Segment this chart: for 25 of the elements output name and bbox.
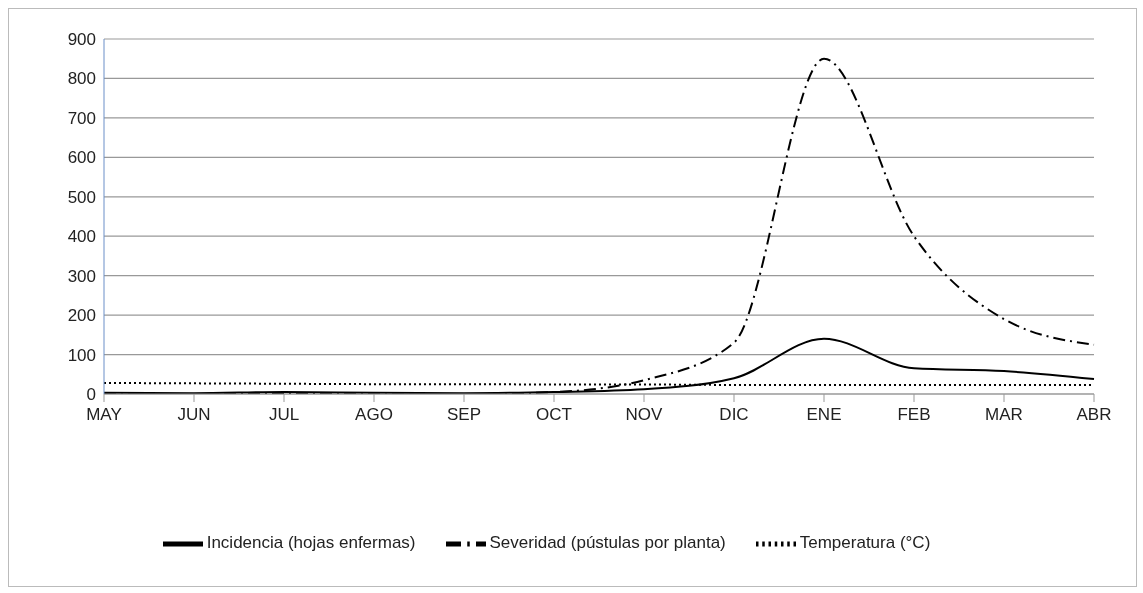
x-tick-label: MAY (86, 405, 122, 425)
y-tick-label: 800 (67, 69, 96, 89)
x-tick-label: FEB (897, 405, 931, 425)
y-tick-label: 400 (67, 227, 96, 247)
x-tick-label: SEP (446, 405, 482, 425)
x-tick-label: AGO (355, 405, 393, 425)
x-tick-label: NOV (625, 405, 664, 425)
y-tick-label: 100 (67, 345, 96, 365)
y-tick-label: 0 (86, 385, 96, 405)
y-tick-label: 200 (67, 306, 96, 326)
legend-label: Temperatura (°C) (799, 533, 931, 553)
y-tick-label: 600 (67, 148, 96, 168)
y-tick-label: 700 (67, 108, 96, 128)
x-tick-label: DIC (719, 405, 749, 425)
x-tick-label: JUL (268, 405, 300, 425)
x-tick-label: OCT (536, 405, 572, 425)
legend-label: Incidencia (hojas enfermas) (206, 533, 416, 553)
x-tick-label: JUN (177, 405, 211, 425)
y-tick-label: 500 (67, 187, 96, 207)
y-tick-label: 900 (67, 30, 96, 50)
x-tick-label: ABR (1076, 405, 1112, 425)
y-tick-label: 300 (67, 266, 96, 286)
x-tick-label: ENE (806, 405, 842, 425)
legend-label: Severidad (pústulas por planta) (489, 533, 726, 553)
x-tick-label: MAR (985, 405, 1023, 425)
